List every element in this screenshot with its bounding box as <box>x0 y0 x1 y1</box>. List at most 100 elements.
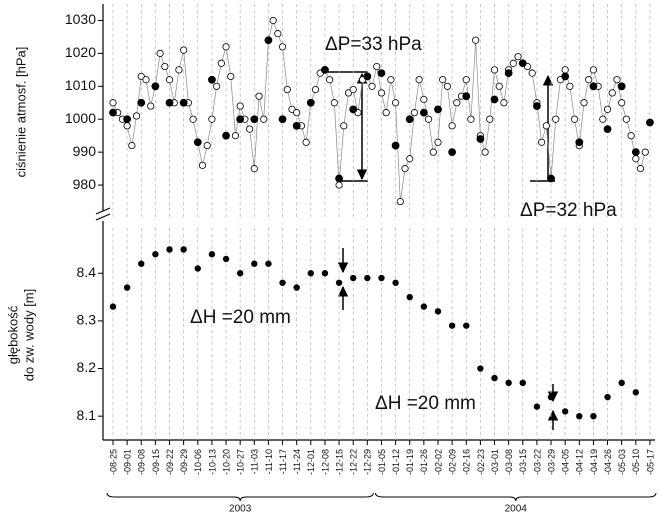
pressure-point <box>302 138 310 146</box>
pressure-point <box>208 115 216 123</box>
x-tick-label: -03-29 <box>546 449 556 475</box>
pressure-point <box>189 115 197 123</box>
pressure-weekly-point <box>575 138 584 147</box>
depth-point <box>109 303 117 310</box>
pressure-weekly-point <box>391 141 400 150</box>
x-tick-label: -12-15 <box>334 449 344 475</box>
x-tick-label: -05-17 <box>645 449 655 475</box>
pressure-point <box>278 43 287 51</box>
pressure-point <box>222 43 230 51</box>
y-tick-label: 1010 <box>65 77 96 93</box>
x-tick-label: -02-09 <box>447 449 457 475</box>
pressure-weekly-point <box>589 82 598 91</box>
pressure-weekly-point <box>250 115 259 124</box>
pressure-weekly-point <box>165 98 174 107</box>
pressure-weekly-point <box>123 115 132 124</box>
pressure-point <box>142 76 150 84</box>
depth-point <box>335 279 343 286</box>
depth-point <box>463 322 470 329</box>
pressure-point <box>424 115 433 123</box>
pressure-point <box>429 148 437 156</box>
x-tick-label: -03-01 <box>490 449 500 475</box>
x-tick-label: -09-22 <box>165 449 175 475</box>
depth-point <box>590 412 597 420</box>
pressure-point <box>415 76 423 84</box>
pressure-weekly-point <box>321 65 329 74</box>
pressure-point <box>203 141 211 150</box>
depth-point <box>576 412 583 420</box>
pressure-weekly-point <box>490 95 499 104</box>
pressure-point <box>274 30 282 38</box>
depth-point <box>604 393 611 401</box>
pressure-point <box>622 115 630 123</box>
pressure-point <box>368 82 376 90</box>
pressure-point <box>514 53 522 61</box>
pressure-point <box>128 141 136 150</box>
x-tick-label: -09-08 <box>137 449 147 475</box>
pressure-weekly-point <box>518 59 527 68</box>
depth-point <box>251 260 258 267</box>
pressure-weekly-point <box>419 108 428 117</box>
x-tick-label: -12-29 <box>363 449 373 475</box>
pressure-point <box>627 132 635 140</box>
pressure-point <box>618 99 626 107</box>
arrows <box>328 71 559 430</box>
pressure-weekly-point <box>561 72 570 81</box>
depth-point <box>533 403 541 410</box>
y-tick-label: 8.1 <box>77 407 97 423</box>
depth-point <box>448 322 456 329</box>
pressure-point <box>599 115 607 123</box>
depth-point <box>491 374 498 382</box>
pressure-point <box>566 82 574 90</box>
pressure-point <box>420 95 428 104</box>
pressure-point <box>180 46 188 54</box>
depth-point <box>293 284 300 291</box>
pressure-point <box>382 109 390 117</box>
x-tick-label: -05-10 <box>631 449 641 475</box>
pressure-point <box>311 86 320 94</box>
y-tick-label: 8.4 <box>77 264 97 280</box>
pressure-point <box>269 16 277 25</box>
depth-point <box>123 284 131 291</box>
pressure-weekly-point <box>264 36 273 45</box>
pressure-point <box>245 125 254 133</box>
pressure-weekly-point <box>547 174 555 183</box>
pressure-point <box>340 122 348 130</box>
pressure-point <box>255 92 263 100</box>
x-tick-label: -03-08 <box>504 449 514 475</box>
x-tick-label: -09-01 <box>123 449 133 475</box>
pressure-point <box>236 102 244 110</box>
x-tick-label: -04-19 <box>589 449 599 475</box>
x-tick-label: -11-17 <box>278 449 288 474</box>
depth-point <box>434 308 442 315</box>
pressure-weekly-point <box>179 98 188 107</box>
y-tick-label: 1000 <box>65 110 96 126</box>
x-tick-label: -02-16 <box>462 449 472 475</box>
annotation: ΔH =20 mm <box>375 393 476 414</box>
pressure-point <box>330 99 338 107</box>
depth-point <box>265 260 272 267</box>
pressure-point <box>406 155 414 163</box>
depth-point <box>350 274 357 282</box>
pressure-weekly-point <box>193 138 202 147</box>
pressure-point <box>401 165 409 173</box>
pressure-weekly-point <box>617 82 626 91</box>
depth-point <box>166 246 173 253</box>
pressure-weekly-point <box>306 98 315 107</box>
depth-point <box>307 270 315 277</box>
pressure-point <box>443 82 452 90</box>
pressure-weekly-point <box>377 69 386 78</box>
pressure-weekly-point <box>151 82 160 91</box>
pressure-weekly-point <box>109 108 117 117</box>
x-tick-label: -09-29 <box>179 449 189 475</box>
x-tick-label: -12-22 <box>349 449 359 475</box>
depth-point <box>406 293 413 301</box>
x-tick-label: -11-03 <box>250 449 260 474</box>
x-tick-label: -10-06 <box>193 449 203 475</box>
x-tick-label: -11-24 <box>292 449 302 474</box>
pressure-weekly-point <box>646 118 654 127</box>
pressure-point <box>391 99 400 107</box>
panel-frames <box>95 4 655 441</box>
pressure-point <box>613 76 621 84</box>
